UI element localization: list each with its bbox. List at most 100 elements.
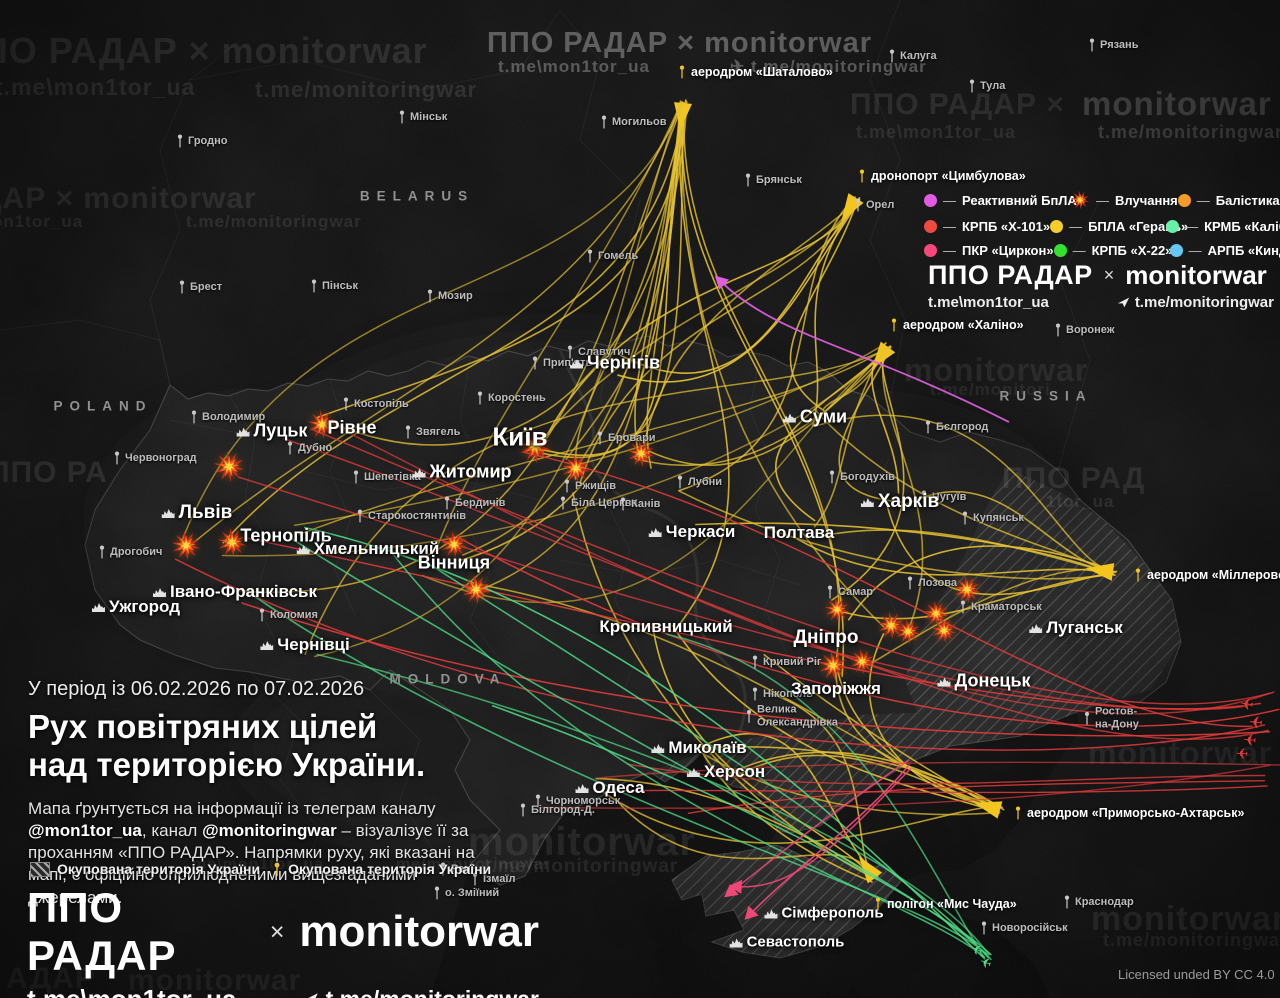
country-label-belarus: BELARUS xyxy=(359,188,475,204)
impact-explosion-icon xyxy=(1070,190,1090,210)
town-name: Костопіль xyxy=(354,397,409,410)
map-pin-icon xyxy=(343,397,349,411)
city-label: Луцьк xyxy=(236,420,308,442)
occupied-label: Окупована територія України xyxy=(288,861,492,877)
map-pin-icon xyxy=(752,687,758,701)
airport-label: полігон «Мис Чауда» xyxy=(874,897,1017,911)
city-name: Луцьк xyxy=(253,420,308,441)
town-label: Брест xyxy=(178,280,222,294)
map-pin-icon xyxy=(891,318,897,332)
occupied-label: Окупована територія України xyxy=(57,861,261,877)
city-name: Житомир xyxy=(429,461,512,482)
desc-part: Мапа ґрунтується на інформації із телегр… xyxy=(28,798,436,818)
map-pin-icon xyxy=(259,608,265,622)
map-pin-icon xyxy=(99,545,105,559)
city-name: Сімферополь xyxy=(781,904,884,922)
city-label: Полтава xyxy=(764,523,834,543)
map-pin-icon xyxy=(1084,711,1090,725)
legend-item-бпла--герань-: — БПЛА «Герань» xyxy=(1050,219,1188,234)
legend-label: Балістика xyxy=(1215,192,1280,208)
map-pin-icon xyxy=(962,511,968,525)
town-label: Шепетівка xyxy=(352,470,421,484)
town-label: Червоноград xyxy=(113,451,197,465)
town-name: Новоросійськ xyxy=(992,921,1068,934)
title-line-2: над територією України. xyxy=(28,746,426,784)
legend-dash: — xyxy=(1185,219,1199,234)
map-pin-icon xyxy=(746,709,752,723)
city-name: Миколаїв xyxy=(668,738,747,757)
city-label: Сімферополь xyxy=(764,904,884,922)
map-pin-icon xyxy=(745,173,751,187)
legend-item-пкр--циркон-: — ПКР «Циркон» xyxy=(924,243,1054,258)
city-label: Ужгород xyxy=(92,597,180,617)
airport-name: полігон «Мис Чауда» xyxy=(887,897,1017,911)
town-label: Тула xyxy=(968,79,1005,93)
town-label: Мінськ xyxy=(398,110,447,124)
airport-name: аеродром «Міллерово» xyxy=(1147,568,1280,582)
city-label: Дніпро xyxy=(794,627,859,649)
impact-marker xyxy=(824,597,850,628)
city-pictogram-icon xyxy=(686,768,700,777)
town-name: Червоноград xyxy=(125,451,197,464)
city-pictogram-icon xyxy=(575,784,589,793)
aircraft-icon: ✈ xyxy=(1235,743,1249,762)
town-label: Богодухів xyxy=(828,470,895,484)
brand-top-right: ППО РАДАР × monitorwar t.me\mon1tor_ua t… xyxy=(928,260,1274,311)
city-pictogram-icon xyxy=(782,413,796,422)
map-pin-icon xyxy=(752,655,758,669)
map-pin-icon xyxy=(587,249,593,263)
brand-monitorwar: monitorwar xyxy=(1125,260,1267,290)
legend-item-реактивний-бпла: — Реактивний БпЛА xyxy=(924,193,1077,208)
town-name: Старокостянтинів xyxy=(368,509,467,522)
legend-dash: — xyxy=(1096,192,1109,208)
map-pin-icon xyxy=(191,410,197,424)
airport-name: дронопорт «Цимбулова» xyxy=(871,169,1026,183)
city-label: Харків xyxy=(860,491,939,513)
city-pictogram-icon xyxy=(764,909,778,918)
town-label: Новоросійськ xyxy=(980,921,1068,935)
city-pictogram-icon xyxy=(1029,624,1043,633)
town-label: Воронеж xyxy=(1054,323,1115,337)
map-pin-icon xyxy=(677,475,683,489)
town-label: Костопіль xyxy=(342,397,409,411)
impact-explosion-icon xyxy=(824,597,850,622)
town-name: Бєлгород xyxy=(936,420,989,433)
impact-marker xyxy=(895,619,921,650)
city-name: Чернігів xyxy=(586,352,661,373)
impact-explosion-icon xyxy=(931,618,957,643)
brand-handles: t.me\mon1tor_ua t.me/monitoringwar xyxy=(928,294,1274,311)
map-pin-icon xyxy=(679,65,685,79)
city-name: Полтава xyxy=(763,523,835,542)
town-label: Кривий Ріг xyxy=(751,655,822,669)
map-pin-icon xyxy=(357,509,363,523)
legend-color-dot xyxy=(1166,220,1180,233)
legend-row: — Реактивний БпЛА — Влучання — Балістика xyxy=(924,190,1280,210)
city-label: Суми xyxy=(782,407,847,428)
legend-item-крмб--калібр-: — КРМБ «Калібр» xyxy=(1166,219,1280,234)
map-pin-icon xyxy=(177,134,183,148)
brand-handles-large: t.me\mon1tor_ua t.me/monitoringwar xyxy=(27,984,539,998)
town-name: Рязань xyxy=(1100,38,1139,51)
town-label: Білгород-Д. xyxy=(519,803,595,817)
city-name: Кропивницький xyxy=(599,617,733,636)
town-label: Пінськ xyxy=(310,279,358,293)
map-pin-icon xyxy=(287,441,293,455)
city-name: Дніпро xyxy=(793,627,859,648)
city-pictogram-icon xyxy=(569,359,583,368)
map-pin-icon xyxy=(1135,568,1141,582)
impact-marker xyxy=(953,576,981,609)
map-pin-icon xyxy=(597,431,603,445)
city-name: Донецьк xyxy=(954,670,1031,691)
city-pictogram-icon xyxy=(296,545,310,554)
town-name: Могильов xyxy=(612,115,667,128)
city-name: Львів xyxy=(178,502,233,523)
map-pin-icon xyxy=(875,897,881,911)
city-name: Київ xyxy=(492,421,548,452)
city-pictogram-icon xyxy=(648,528,662,537)
map-pin-icon xyxy=(1055,323,1061,337)
impact-explosion-icon xyxy=(461,575,491,604)
impact-explosion-icon xyxy=(627,440,655,467)
town-label: Брянськ xyxy=(744,173,802,187)
town-name: Дрогобич xyxy=(110,545,163,558)
city-label: Луганськ xyxy=(1029,618,1123,638)
